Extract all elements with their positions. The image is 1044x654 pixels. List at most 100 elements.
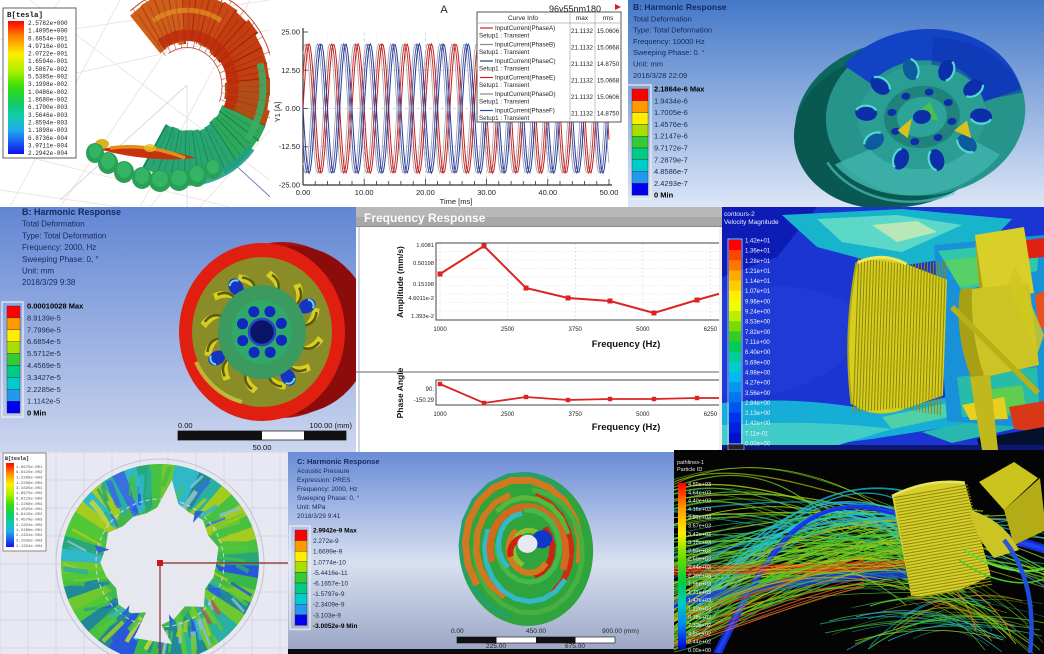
svg-text:Curve Info: Curve Info xyxy=(508,15,538,22)
svg-text:1.47e+03: 1.47e+03 xyxy=(688,598,711,604)
svg-text:Type: Total Deformation: Type: Total Deformation xyxy=(22,231,106,240)
svg-text:4.89e+03: 4.89e+03 xyxy=(688,482,711,488)
svg-text:0.00: 0.00 xyxy=(285,104,300,113)
svg-text:Setup1 : Transient: Setup1 : Transient xyxy=(479,99,529,106)
svg-text:2.272e-9: 2.272e-9 xyxy=(313,538,339,545)
svg-text:-1.5797e-9: -1.5797e-9 xyxy=(313,591,345,598)
svg-text:3.91e+03: 3.91e+03 xyxy=(688,515,711,521)
svg-text:2.9942e-9 Max: 2.9942e-9 Max xyxy=(313,528,357,535)
svg-text:max: max xyxy=(576,15,589,22)
svg-text:Frequency: 2000, Hz: Frequency: 2000, Hz xyxy=(22,243,96,252)
svg-text:1.2266e-004: 1.2266e-004 xyxy=(16,482,43,486)
svg-text:7.2879e-7: 7.2879e-7 xyxy=(654,155,688,164)
svg-text:7.82e+00: 7.82e+00 xyxy=(745,330,771,336)
svg-text:4.27e+00: 4.27e+00 xyxy=(745,381,771,387)
svg-text:3.1025e-001: 3.1025e-001 xyxy=(16,508,43,512)
svg-text:B: Harmonic Response: B: Harmonic Response xyxy=(22,207,121,217)
svg-text:-25.00: -25.00 xyxy=(279,181,300,190)
svg-text:Acoustic Pressure: Acoustic Pressure xyxy=(297,468,350,475)
svg-text:-5.4416e-11: -5.4416e-11 xyxy=(313,570,348,577)
svg-text:-6.1657e-10: -6.1657e-10 xyxy=(313,581,348,588)
svg-text:2.2942e-004: 2.2942e-004 xyxy=(28,150,68,157)
svg-text:8.6054e-001: 8.6054e-001 xyxy=(28,35,68,42)
svg-text:2018/3/29 9:41: 2018/3/29 9:41 xyxy=(297,513,341,520)
svg-text:6.4570e-003: 6.4570e-003 xyxy=(16,519,43,523)
svg-text:B: Harmonic Response: B: Harmonic Response xyxy=(633,2,727,12)
svg-text:3.3427e-5: 3.3427e-5 xyxy=(27,373,61,382)
svg-text:9.24e+00: 9.24e+00 xyxy=(745,310,771,316)
svg-text:Expression: PRES: Expression: PRES xyxy=(297,477,351,484)
svg-text:0.00010028 Max: 0.00010028 Max xyxy=(27,302,84,311)
svg-text:Unit: MPa: Unit: MPa xyxy=(297,504,326,511)
svg-text:1.42e+01: 1.42e+01 xyxy=(745,239,771,245)
svg-text:2.1331e-004: 2.1331e-004 xyxy=(16,524,43,528)
svg-text:Velocity Magnitude: Velocity Magnitude xyxy=(724,219,779,226)
svg-text:9.7172e-7: 9.7172e-7 xyxy=(654,144,688,153)
svg-text:B[tesla]: B[tesla] xyxy=(7,12,43,20)
svg-text:7.7996e-5: 7.7996e-5 xyxy=(27,325,61,334)
svg-text:0.50198: 0.50198 xyxy=(413,261,434,267)
svg-text:InputCurrent(PhaseA): InputCurrent(PhaseA) xyxy=(495,25,555,32)
svg-text:7.11e-01: 7.11e-01 xyxy=(745,431,769,437)
svg-text:1.2266e-003: 1.2266e-003 xyxy=(16,477,43,481)
svg-text:rms: rms xyxy=(603,15,615,22)
svg-text:1.36e+01: 1.36e+01 xyxy=(745,249,771,255)
svg-text:14.8750: 14.8750 xyxy=(597,111,620,118)
svg-text:-2.3409e-9: -2.3409e-9 xyxy=(313,602,345,609)
svg-text:1.21e+01: 1.21e+01 xyxy=(745,269,771,275)
svg-text:0.00: 0.00 xyxy=(178,421,193,430)
svg-text:1.14e+01: 1.14e+01 xyxy=(745,279,771,285)
svg-text:2.2285e-5: 2.2285e-5 xyxy=(27,385,61,394)
svg-text:9.78e+02: 9.78e+02 xyxy=(688,615,711,621)
svg-text:1.07e+01: 1.07e+01 xyxy=(745,289,771,295)
svg-text:25.00: 25.00 xyxy=(281,28,300,37)
svg-text:Time [ms]: Time [ms] xyxy=(440,197,473,206)
svg-text:Frequency: 10000 Hz: Frequency: 10000 Hz xyxy=(633,37,705,46)
svg-text:2.44e+03: 2.44e+03 xyxy=(688,565,711,571)
svg-text:0.00e+00: 0.00e+00 xyxy=(688,648,711,654)
svg-text:3.5646e-003: 3.5646e-003 xyxy=(28,112,68,119)
svg-text:2.1331e-002: 2.1331e-002 xyxy=(16,534,43,538)
svg-text:1.6081: 1.6081 xyxy=(416,243,434,249)
svg-text:4.9716e-001: 4.9716e-001 xyxy=(28,43,68,50)
svg-text:2.93e+03: 2.93e+03 xyxy=(688,548,711,554)
svg-text:InputCurrent(PhaseB): InputCurrent(PhaseB) xyxy=(495,42,555,49)
svg-text:7.11e+00: 7.11e+00 xyxy=(745,340,770,346)
svg-text:2.8594e-003: 2.8594e-003 xyxy=(28,120,68,127)
svg-text:1.2147e-6: 1.2147e-6 xyxy=(654,132,688,141)
svg-text:3.9711e-004: 3.9711e-004 xyxy=(28,142,68,149)
svg-text:21.1132: 21.1132 xyxy=(571,78,593,85)
svg-text:96v55nm180: 96v55nm180 xyxy=(549,4,601,14)
svg-text:6.8736e-004: 6.8736e-004 xyxy=(28,135,68,142)
svg-text:InputCurrent(PhaseD): InputCurrent(PhaseD) xyxy=(495,91,556,98)
svg-text:9.8115e-002: 9.8115e-002 xyxy=(16,471,43,475)
svg-text:10.00: 10.00 xyxy=(355,188,374,197)
svg-text:12.50: 12.50 xyxy=(281,66,300,75)
svg-text:Setup1 : Transient: Setup1 : Transient xyxy=(479,49,529,56)
svg-text:4.6011e-2: 4.6011e-2 xyxy=(408,296,434,302)
svg-text:InputCurrent(PhaseF): InputCurrent(PhaseF) xyxy=(495,108,555,115)
svg-text:3.1998e-002: 3.1998e-002 xyxy=(28,81,68,88)
svg-text:15.0606: 15.0606 xyxy=(597,94,620,101)
svg-text:2018/3/29 9:38: 2018/3/29 9:38 xyxy=(22,278,76,287)
svg-text:21.1132: 21.1132 xyxy=(571,94,593,101)
svg-text:3.1025e-003: 3.1025e-003 xyxy=(16,540,43,544)
svg-text:1.1898e-003: 1.1898e-003 xyxy=(28,127,68,134)
svg-text:6.40e+00: 6.40e+00 xyxy=(745,350,771,356)
svg-text:6250: 6250 xyxy=(704,327,718,333)
svg-text:2.5782e+000: 2.5782e+000 xyxy=(28,20,68,27)
svg-text:1.6699e-9: 1.6699e-9 xyxy=(313,549,343,556)
svg-text:4.98e+00: 4.98e+00 xyxy=(745,371,771,377)
svg-text:1.4095e+000: 1.4095e+000 xyxy=(28,28,68,35)
svg-text:A: A xyxy=(440,4,448,16)
svg-text:-3.103e-9: -3.103e-9 xyxy=(313,612,341,619)
svg-text:2500: 2500 xyxy=(501,327,515,333)
svg-text:6.1700e-003: 6.1700e-003 xyxy=(28,104,68,111)
svg-text:21.1132: 21.1132 xyxy=(571,111,593,118)
svg-text:3.56e+00: 3.56e+00 xyxy=(745,391,771,397)
svg-text:21.1132: 21.1132 xyxy=(571,28,593,35)
svg-text:2016/3/28 22:09: 2016/3/28 22:09 xyxy=(633,71,687,80)
svg-text:9.8115e-002: 9.8115e-002 xyxy=(16,513,43,517)
svg-text:9.5867e-002: 9.5867e-002 xyxy=(28,66,68,73)
svg-text:5.5385e-002: 5.5385e-002 xyxy=(28,74,68,81)
